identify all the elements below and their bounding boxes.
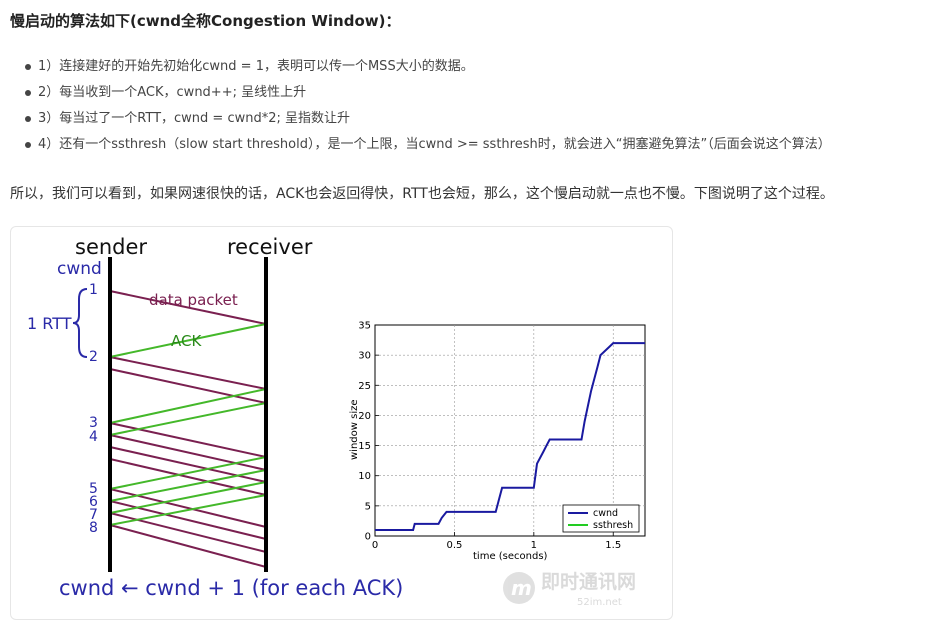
ack-arrow	[109, 481, 267, 514]
legend-entry-cwnd: cwnd	[593, 508, 618, 519]
watermark-text: 即时通讯网	[541, 571, 636, 593]
chart-ticks: 0 5 10 15 20 25 30 35 0 0.5 1 1.5	[358, 321, 621, 552]
watermark-logo-icon	[503, 572, 535, 604]
y-tick-label: 30	[358, 351, 371, 362]
x-tick-label: 0.5	[446, 540, 462, 551]
y-tick-label: 20	[358, 411, 371, 422]
y-tick-label: 35	[358, 321, 371, 332]
series-line-cwnd	[375, 342, 645, 531]
slow-start-diagram: sender receiver cwnd 1 RTT data packet A…	[27, 235, 646, 608]
x-tick-label: 1.5	[605, 540, 621, 551]
packet-arrows	[109, 290, 267, 568]
cwnd-number: 7	[89, 507, 98, 523]
data-packet-arrow	[109, 356, 267, 390]
y-tick-label: 10	[358, 471, 371, 482]
data-packet-label: data packet	[149, 291, 238, 309]
cwnd-number: 1	[89, 282, 98, 298]
receiver-label: receiver	[227, 235, 313, 259]
cwnd-number: 8	[89, 520, 98, 536]
window-size-chart: 0 5 10 15 20 25 30 35 0 0.5 1 1.5 time (seconds) wi…	[349, 321, 646, 562]
data-packet-arrow	[109, 290, 267, 325]
ack-arrow	[109, 456, 267, 490]
ack-label: ACK	[171, 332, 202, 350]
data-packet-arrow	[109, 368, 267, 404]
cwnd-number: 6	[89, 494, 98, 510]
watermark-url: 52im.net	[577, 597, 622, 608]
chart-legend	[562, 504, 640, 533]
ack-arrow	[109, 469, 267, 502]
slow-start-figure: sender receiver cwnd 1 RTT data packet A…	[10, 226, 673, 620]
list-item: 1）连接建好的开始先初始化cwnd = 1，表明可以传一个MSS大小的数据。	[0, 54, 831, 80]
rtt-label: 1 RTT	[27, 314, 72, 333]
y-tick-label: 15	[358, 441, 371, 452]
ack-arrow	[109, 388, 267, 424]
plot-area	[374, 324, 646, 537]
x-tick-label: 1	[531, 540, 537, 551]
x-axis-label: time (seconds)	[473, 551, 548, 562]
ack-arrow	[109, 494, 267, 526]
cwnd-number: 5	[89, 481, 98, 497]
data-packet-arrow	[109, 524, 267, 568]
y-tick-label: 0	[365, 532, 371, 543]
ack-arrow	[109, 402, 267, 436]
x-tick-label: 0	[372, 540, 378, 551]
section-heading: 慢启动的算法如下(cwnd全称Congestion Window)：	[10, 12, 401, 30]
cwnd-label: cwnd	[57, 259, 102, 279]
y-tick-label: 5	[365, 501, 371, 512]
cwnd-number: 4	[89, 429, 98, 445]
rtt-brace	[72, 288, 88, 358]
explanation-paragraph: 所以，我们可以看到，如果网速很快的话，ACK也会返回得快，RTT也会短，那么，这…	[10, 186, 834, 202]
legend-entry-ssthresh: ssthresh	[593, 520, 633, 531]
cwnd-number: 3	[89, 415, 98, 431]
data-packet-arrow	[109, 458, 267, 496]
sender-label: sender	[75, 235, 147, 259]
cwnd-number: 2	[89, 349, 98, 365]
data-packet-arrow	[109, 434, 267, 471]
list-item: 2）每当收到一个ACK，cwnd++; 呈线性上升	[0, 80, 831, 106]
ack-arrow	[109, 323, 267, 358]
algorithm-list: 1）连接建好的开始先初始化cwnd = 1，表明可以传一个MSS大小的数据。 2…	[0, 54, 831, 158]
cwnd-formula: cwnd ← cwnd + 1 (for each ACK)	[59, 576, 403, 600]
list-item: 4）还有一个ssthresh（slow start threshold），是一个…	[0, 132, 831, 158]
watermark-logo-letter: m	[511, 576, 532, 600]
y-axis-label: window size	[349, 399, 360, 460]
y-tick-label: 25	[358, 381, 371, 392]
watermark: m 即时通讯网 52im.net	[503, 571, 636, 608]
list-item: 3）每当过了一个RTT，cwnd = cwnd*2; 呈指数让升	[0, 106, 831, 132]
